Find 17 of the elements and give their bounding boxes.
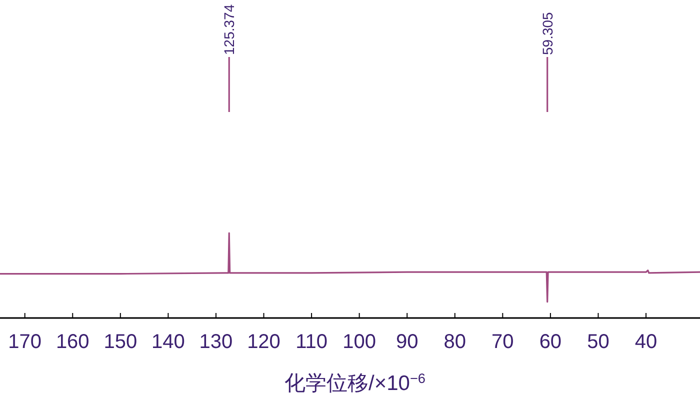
x-tick-label: 130: [199, 331, 233, 353]
x-tick-label: 150: [104, 331, 138, 353]
x-tick-label: 160: [56, 331, 90, 353]
annotation: 125.374: [221, 4, 238, 55]
x-tick-label: 90: [396, 331, 418, 353]
x-tick-label: 120: [247, 331, 280, 353]
annotation: 59.305: [539, 12, 556, 55]
x-tick-label: 110: [296, 331, 328, 353]
x-tick-label: 60: [539, 331, 562, 353]
x-tick-label: 70: [492, 331, 514, 353]
x-tick-label: 80: [444, 331, 466, 353]
x-tick-label: 40: [634, 331, 658, 353]
x-tick-label: 140: [152, 331, 185, 353]
x-tick-label: 170: [8, 331, 42, 353]
x-tick-label: 50: [587, 331, 610, 353]
x-tick-label: 100: [342, 331, 376, 353]
x-axis-title: 化学位移/×10$^{−6}$: [284, 370, 426, 395]
